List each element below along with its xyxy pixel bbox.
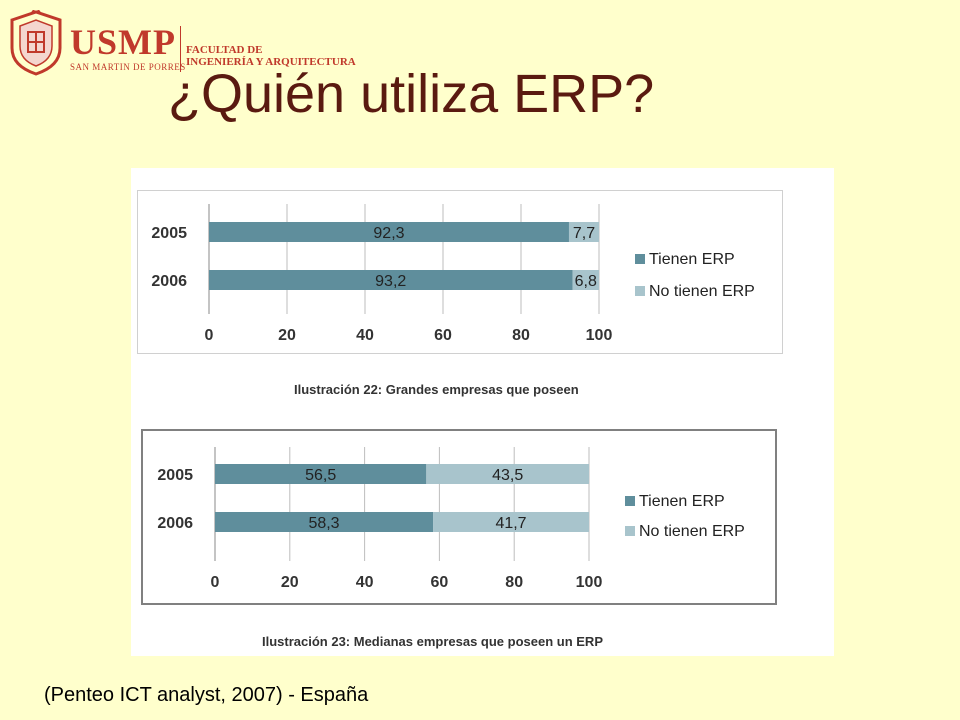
bar-no-tienen-erp	[426, 464, 589, 484]
legend-swatch	[635, 254, 645, 264]
chart-large-companies: 0 20 40 60 80 100 2005 92,3 7,7 2006 93,2 6,8 Tienen…	[137, 190, 783, 354]
logo-divider	[180, 26, 181, 72]
logo-university-name: SAN MARTIN DE PORRES	[70, 62, 186, 72]
legend-swatch	[635, 286, 645, 296]
legend-label: Tienen ERP	[649, 251, 735, 268]
figure-panel: 0 20 40 60 80 100 2005 92,3 7,7 2006 93,2 6,8 Tienen…	[131, 168, 834, 656]
bar-no-tienen-erp	[572, 270, 599, 290]
data-label: 56,5	[305, 467, 336, 484]
usmp-logo: USMP SAN MARTIN DE PORRES FACULTAD DE IN…	[8, 10, 368, 78]
chart-caption-medium: Ilustración 23: Medianas empresas que po…	[262, 634, 603, 649]
source-citation: (Penteo ICT analyst, 2007) - España	[44, 684, 369, 706]
logo-faculty-line1: FACULTAD DE	[186, 44, 263, 56]
data-label: 43,5	[492, 467, 523, 484]
x-tick-label: 20	[278, 327, 296, 344]
bar-tienen-erp	[215, 512, 434, 532]
category-label: 2006	[151, 273, 187, 290]
x-tick-label: 40	[356, 327, 374, 344]
x-tick-label: 60	[431, 574, 449, 591]
category-label: 2005	[157, 467, 193, 484]
x-tick-label: 40	[356, 574, 374, 591]
legend-label: Tienen ERP	[639, 493, 725, 510]
university-seal-icon	[10, 10, 62, 76]
data-label: 93,2	[375, 273, 406, 290]
x-tick-label: 0	[205, 327, 214, 344]
x-tick-label: 20	[281, 574, 299, 591]
bar-no-tienen-erp	[568, 222, 599, 242]
chart-medium-companies: 0 20 40 60 80 100 2005 56,5 43,5 2006 58,3 41,7 Tien…	[141, 429, 777, 605]
logo-faculty-line2: INGENIERÍA Y ARQUITECTURA	[186, 56, 356, 68]
legend-swatch	[625, 496, 635, 506]
legend-swatch	[625, 526, 635, 536]
bar-tienen-erp	[209, 270, 573, 290]
legend-label: No tienen ERP	[639, 523, 745, 540]
x-tick-label: 0	[211, 574, 220, 591]
category-label: 2006	[157, 515, 193, 532]
x-tick-label: 100	[586, 327, 613, 344]
x-tick-label: 60	[434, 327, 452, 344]
slide-title: ¿Quién utiliza ERP?	[168, 64, 655, 124]
logo-faculty: FACULTAD DE INGENIERÍA Y ARQUITECTURA	[186, 44, 356, 68]
logo-wordmark: USMP	[70, 22, 176, 62]
data-label: 7,7	[573, 225, 595, 242]
chart-caption-large: Ilustración 22: Grandes empresas que pos…	[294, 382, 579, 397]
x-tick-label: 100	[576, 574, 603, 591]
bar-no-tienen-erp	[433, 512, 589, 532]
data-label: 6,8	[575, 273, 597, 290]
legend-label: No tienen ERP	[649, 283, 755, 300]
data-label: 58,3	[308, 515, 339, 532]
bar-tienen-erp	[209, 222, 569, 242]
x-tick-label: 80	[512, 327, 530, 344]
data-label: 41,7	[495, 515, 526, 532]
category-label: 2005	[151, 225, 187, 242]
bar-tienen-erp	[215, 464, 427, 484]
x-tick-label: 80	[505, 574, 523, 591]
data-label: 92,3	[373, 225, 404, 242]
